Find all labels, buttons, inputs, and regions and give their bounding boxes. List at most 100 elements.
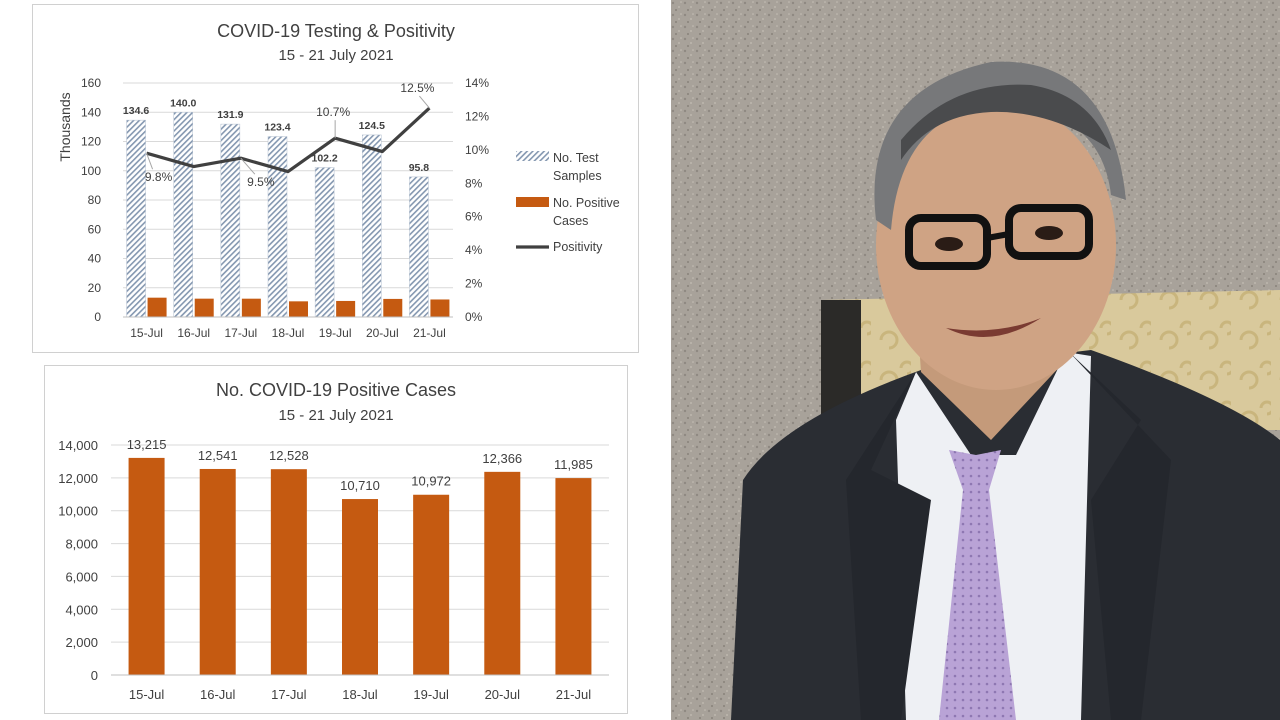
testing-positivity-chart-svg: COVID-19 Testing & Positivity 15 - 21 Ju… <box>57 21 620 340</box>
chart1-y2tick: 10% <box>465 143 489 157</box>
chart1-xtick: 20-Jul <box>366 326 399 340</box>
chart2-bar <box>199 468 236 675</box>
photo-lapel-right <box>1069 352 1171 720</box>
chart1-bar-positive <box>383 298 403 317</box>
chart1-xtick: 19-Jul <box>319 326 352 340</box>
chart2-bar-label: 12,528 <box>269 448 309 463</box>
legend-swatch-tests <box>516 151 549 161</box>
chart1-bar-positive <box>241 298 261 317</box>
chart1-ytick: 80 <box>88 193 102 207</box>
chart1-bar-tests <box>362 134 382 318</box>
chart2-bar-label: 12,541 <box>198 448 238 463</box>
chart1-xtick: 17-Jul <box>225 326 258 340</box>
chart1-annotation-leader <box>419 95 430 109</box>
photo-face <box>876 100 1116 390</box>
photo-glasses-left <box>905 214 991 270</box>
chart1-bar-label: 140.0 <box>170 97 196 109</box>
chart1-y2tick: 8% <box>465 176 483 190</box>
testing-positivity-chart: COVID-19 Testing & Positivity 15 - 21 Ju… <box>32 4 639 353</box>
chart1-ylabel: Thousands <box>57 92 73 161</box>
chart2-xtick: 16-Jul <box>200 687 236 702</box>
photo-hair-dark <box>901 84 1111 160</box>
portrait-photo-svg <box>671 0 1280 720</box>
chart1-bar-tests <box>173 112 193 318</box>
legend-label-tests: No. Test Samples <box>553 151 602 183</box>
chart2-bar <box>270 469 307 675</box>
chart1-title: COVID-19 Testing & Positivity <box>217 21 455 41</box>
chart2-bar-label: 11,985 <box>554 457 593 472</box>
chart2-ytick: 4,000 <box>65 602 98 617</box>
chart2-ytick: 8,000 <box>65 537 98 552</box>
chart1-xtick: 18-Jul <box>272 326 305 340</box>
chart1-annotation-leader <box>146 153 154 170</box>
chart2-xtick: 18-Jul <box>342 687 378 702</box>
photo-mouth <box>946 318 1041 337</box>
chart2-bar-label: 13,215 <box>127 437 167 452</box>
chart1-y2tick: 14% <box>465 76 489 90</box>
legend-label-positive: No. Positive Cases <box>553 196 620 228</box>
photo-eye-left <box>935 237 963 251</box>
positive-cases-chart: No. COVID-19 Positive Cases 15 - 21 July… <box>44 365 628 714</box>
chart1-bar-positive <box>430 299 450 317</box>
legend-swatch-positive <box>516 197 549 207</box>
chart2-ytick: 6,000 <box>65 569 98 584</box>
chart1-bar-label: 102.2 <box>312 153 338 165</box>
chart1-bar-tests <box>126 119 146 318</box>
chart1-bar-label: 95.8 <box>409 162 430 174</box>
chart2-ytick: 2,000 <box>65 635 98 650</box>
chart1-ytick: 120 <box>81 135 101 149</box>
chart1-bar-positive <box>289 301 308 317</box>
photo-glasses-bridge <box>986 231 1010 241</box>
photo-eye-right <box>1035 226 1063 240</box>
chart1-xtick: 15-Jul <box>130 326 163 340</box>
chart2-xtick: 15-Jul <box>129 687 165 702</box>
photo-lapel-left <box>846 372 931 720</box>
chart1-bar-positive <box>336 300 356 317</box>
chart1-ytick: 60 <box>88 222 102 236</box>
chart1-ytick: 40 <box>88 252 102 266</box>
chart1-ytick: 20 <box>88 281 102 295</box>
chart1-xtick: 16-Jul <box>177 326 210 340</box>
chart2-bar-label: 12,366 <box>482 451 522 466</box>
chart1-bar-label: 123.4 <box>264 122 290 134</box>
chart1-bar-label: 134.6 <box>123 105 149 117</box>
chart1-annotation-leader <box>240 157 256 175</box>
chart2-xtick: 21-Jul <box>556 687 592 702</box>
chart1-bar-label: 124.5 <box>359 120 385 132</box>
chart1-y2tick: 4% <box>465 243 483 257</box>
chart2-ytick: 10,000 <box>58 504 98 519</box>
chart1-annotation: 9.8% <box>145 170 173 184</box>
photo-glasses-right <box>1005 204 1093 260</box>
chart1-bar-positive <box>194 298 214 317</box>
chart1-bar-label: 131.9 <box>217 109 243 121</box>
portrait-photo <box>671 0 1280 720</box>
chart1-bar-tests <box>314 167 335 318</box>
chart2-bar <box>413 494 450 675</box>
chart2-title: No. COVID-19 Positive Cases <box>216 380 456 400</box>
photo-tie <box>939 450 1016 720</box>
chart2-ytick: 0 <box>91 668 98 683</box>
chart2-bar <box>128 457 165 675</box>
chart2-bar <box>484 471 521 675</box>
chart1-y2tick: 12% <box>465 109 489 123</box>
chart1-y2tick: 6% <box>465 210 483 224</box>
chart1-bar-tests <box>220 123 241 318</box>
chart1-y2tick: 2% <box>465 277 483 291</box>
chart1-subtitle: 15 - 21 July 2021 <box>278 47 393 64</box>
chart1-annotation: 12.5% <box>400 81 434 95</box>
chart2-bar <box>342 499 378 675</box>
chart1-bar-tests <box>267 136 288 318</box>
chart1-annotation: 10.7% <box>316 105 350 119</box>
chart1-bar-tests <box>409 176 429 318</box>
chart2-subtitle: 15 - 21 July 2021 <box>278 407 393 424</box>
chart1-positivity-line <box>146 106 431 174</box>
chart2-ytick: 14,000 <box>58 438 98 453</box>
chart1-y2tick: 0% <box>465 310 483 324</box>
chart1-bar-positive <box>147 297 167 317</box>
chart1-annotation: 9.5% <box>247 175 275 189</box>
chart1-xtick: 21-Jul <box>413 326 446 340</box>
chart1-ytick: 0 <box>94 310 101 324</box>
chart2-xtick: 17-Jul <box>271 687 307 702</box>
chart2-bar <box>555 478 592 675</box>
chart2-bar-label: 10,972 <box>411 474 451 489</box>
